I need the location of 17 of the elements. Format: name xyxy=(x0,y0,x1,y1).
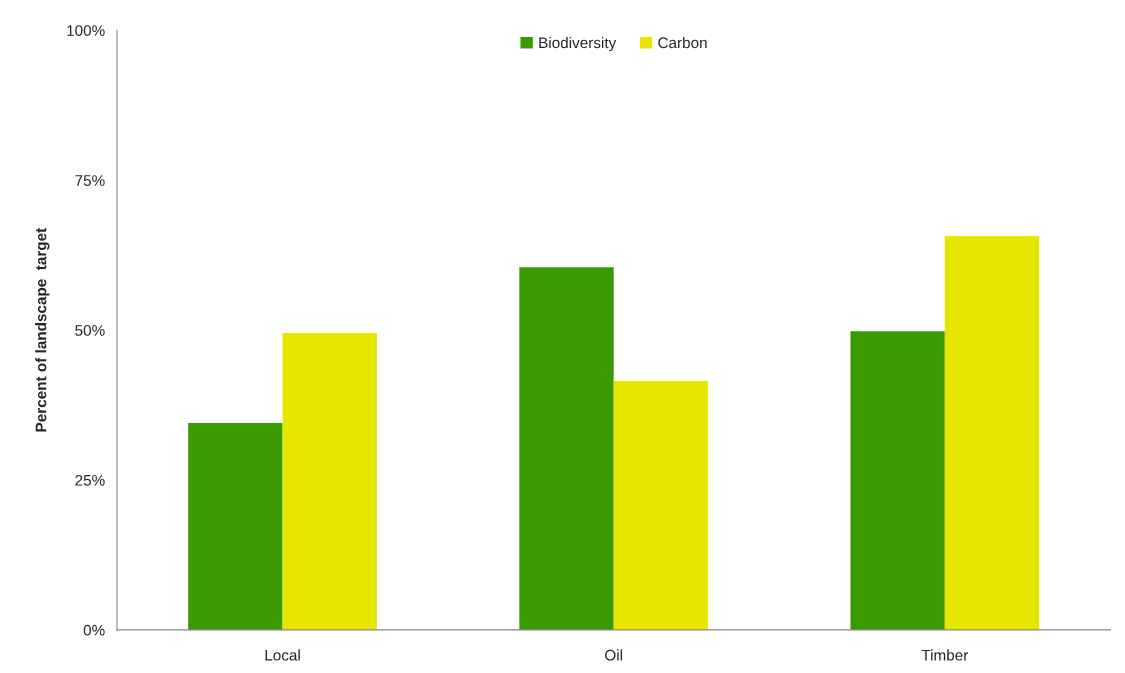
x-tick-label: Timber xyxy=(921,649,969,661)
x-tick-label: Oil xyxy=(605,649,622,661)
bar xyxy=(282,333,377,630)
y-tick-label: 25% xyxy=(75,474,105,486)
x-tick-label: Local xyxy=(265,649,300,661)
legend-label: Carbon xyxy=(658,36,707,49)
y-tick-label: 100% xyxy=(67,25,105,36)
y-axis-title: Percent of landscape target xyxy=(35,227,50,432)
bar xyxy=(613,381,709,630)
y-tick-label: 50% xyxy=(75,324,105,336)
bar xyxy=(188,423,283,630)
legend-label: Biodiversity xyxy=(539,36,617,52)
y-tick-label: 75% xyxy=(75,175,105,186)
bar xyxy=(944,235,1040,630)
bar xyxy=(850,331,945,630)
bar xyxy=(519,267,614,630)
y-tick-label: 0% xyxy=(83,624,105,636)
